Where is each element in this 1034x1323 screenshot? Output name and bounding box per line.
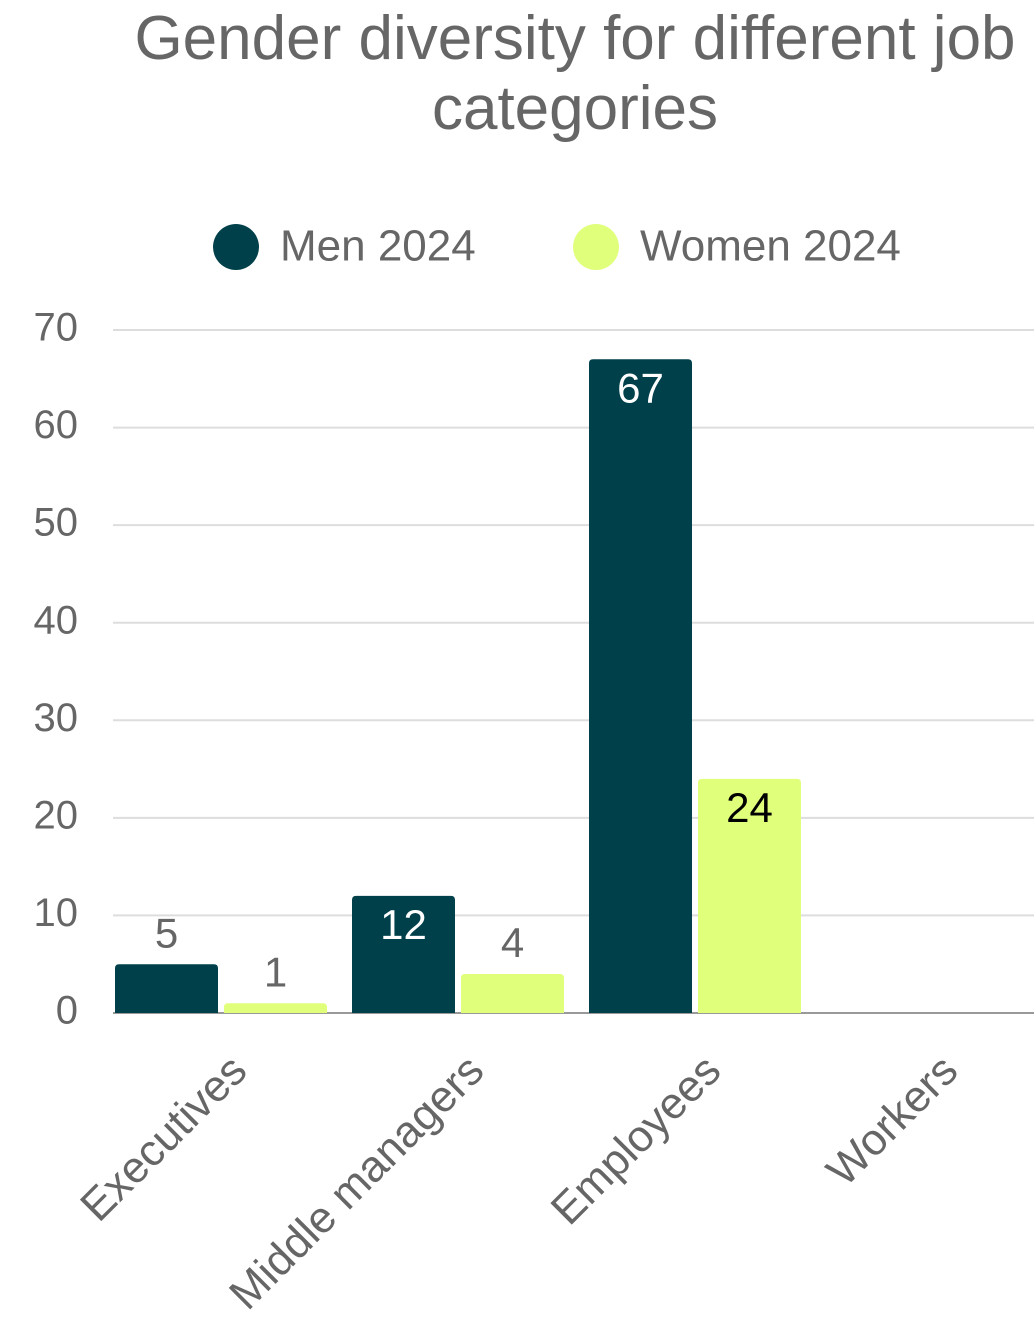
legend-swatch: [573, 224, 619, 270]
data-label: 12: [380, 901, 427, 948]
data-label: 1: [264, 948, 287, 995]
y-tick-label: 40: [34, 598, 79, 642]
bar: [461, 973, 564, 1013]
legend-swatch: [213, 224, 259, 270]
chart-title: Gender diversity for different job categ…: [134, 4, 1016, 143]
x-tick-label: Executives: [71, 1046, 256, 1231]
data-label: 24: [726, 784, 773, 831]
y-tick-label: 60: [34, 403, 79, 447]
bar: [352, 895, 455, 1013]
legend-label: Men 2024: [280, 222, 476, 271]
x-tick-label: Employees: [542, 1046, 731, 1235]
x-tick-label: Workers: [817, 1046, 967, 1196]
y-tick-label: 0: [56, 989, 78, 1033]
bar: [224, 1003, 327, 1013]
data-label: 4: [501, 919, 524, 966]
bar: [589, 359, 692, 1013]
bar: [698, 778, 801, 1013]
data-label: 5: [155, 909, 178, 956]
x-tick-label: Middle managers: [220, 1046, 493, 1319]
legend-label: Women 2024: [640, 222, 901, 271]
data-label: 67: [617, 364, 664, 411]
y-tick-label: 30: [34, 696, 79, 740]
bar: [115, 964, 218, 1013]
y-tick-label: 20: [34, 793, 79, 837]
y-tick-label: 70: [34, 306, 79, 350]
y-tick-label: 10: [34, 891, 79, 935]
y-tick-label: 50: [34, 501, 79, 545]
